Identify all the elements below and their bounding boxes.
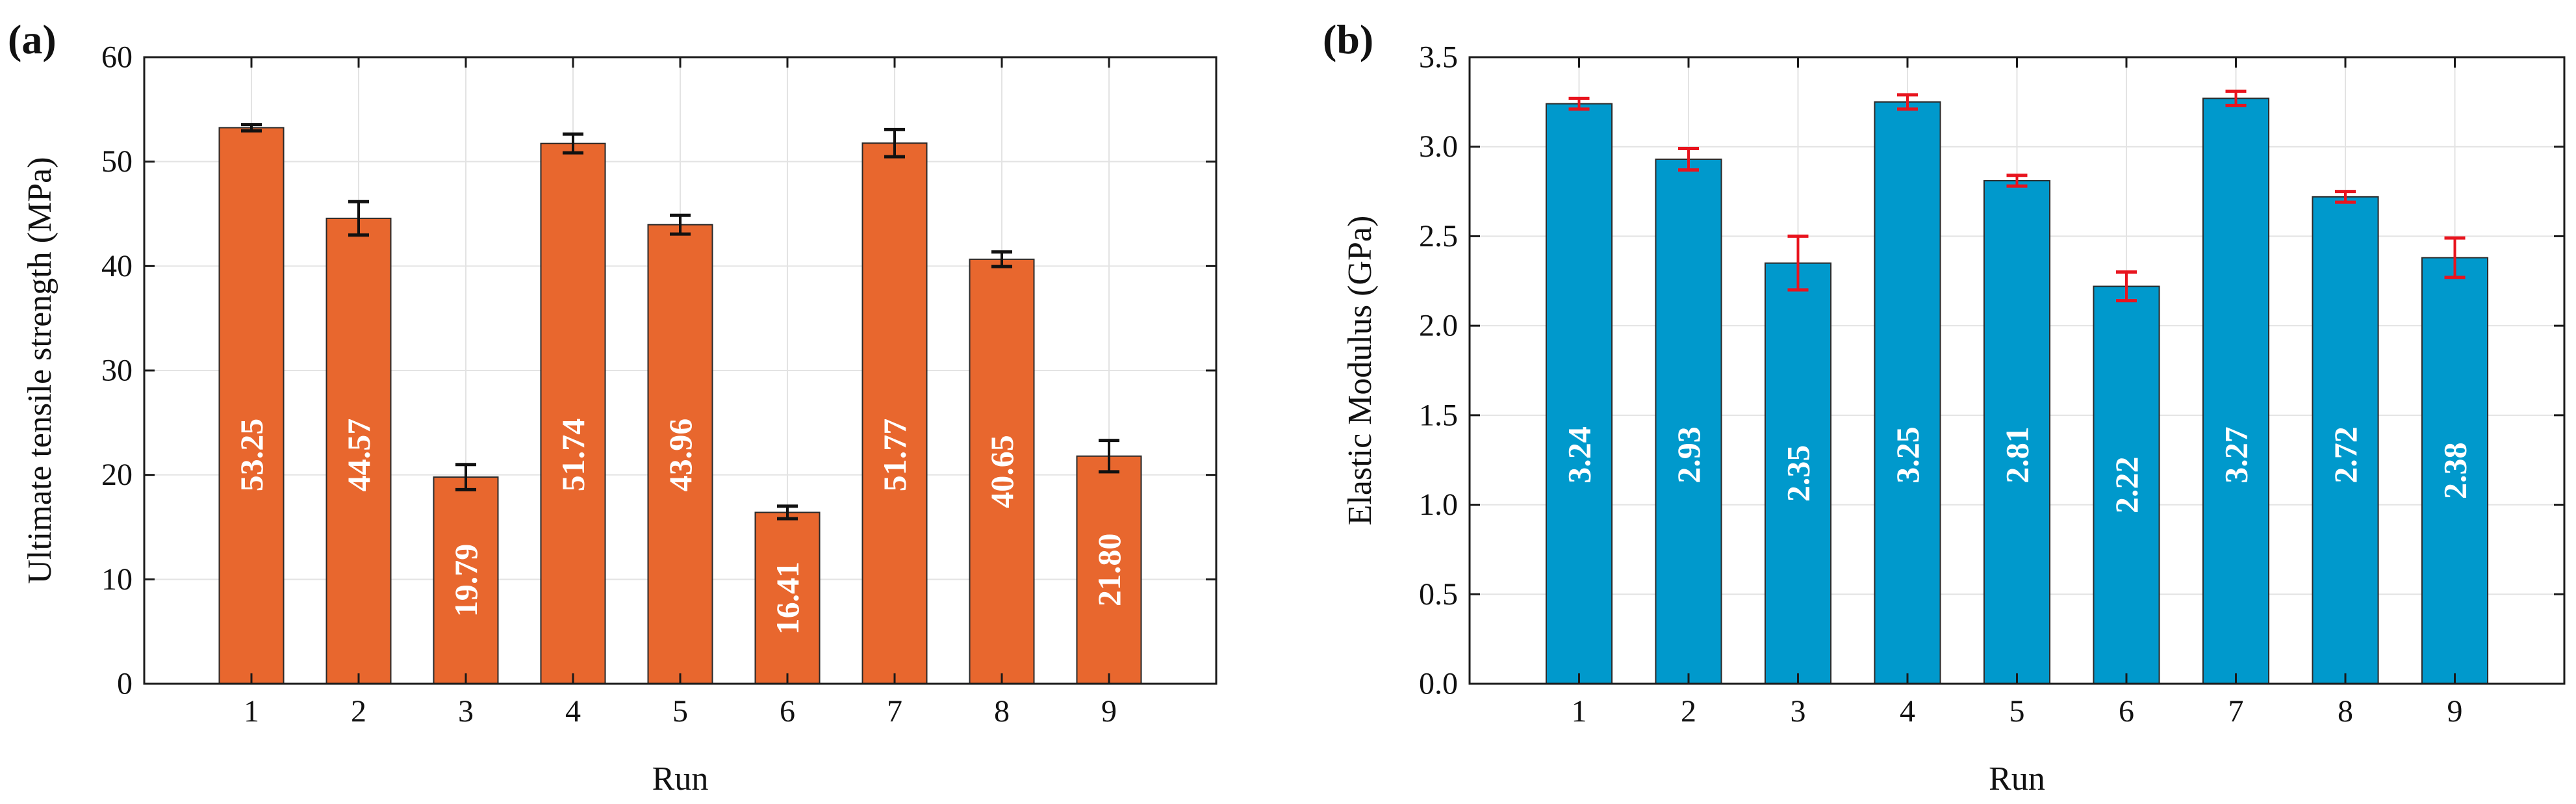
- panel-b: 3.24 2.93 2.35 3.25 2.81 2.22 3.27 2.72 2.38 0.0 0…: [1323, 16, 2566, 798]
- bar: [2202, 97, 2270, 684]
- x-tick-label: 8: [994, 694, 1010, 729]
- bar: [647, 224, 713, 684]
- bar: [1545, 103, 1613, 684]
- y-tick-label: 20: [101, 458, 133, 492]
- data-label: 2.81: [1999, 426, 2035, 484]
- y-axis-label: Elastic Modulus (GPa): [1342, 216, 1379, 526]
- data-label: 16.41: [769, 562, 806, 635]
- x-tick-label: 2: [1681, 694, 1696, 729]
- y-tick-label: 3.5: [1419, 40, 1458, 75]
- y-tick-label: 40: [101, 249, 133, 283]
- bar: [325, 217, 392, 684]
- x-tick-label: 8: [2338, 694, 2353, 729]
- bar: [218, 127, 285, 684]
- y-axis-label: Ultimate tensile strength (MPa): [21, 157, 58, 584]
- x-tick-label: 6: [2119, 694, 2134, 729]
- y-tick-label: 0.5: [1419, 577, 1458, 612]
- bar: [861, 142, 928, 685]
- y-tick-label: 10: [101, 562, 133, 597]
- x-axis-label: Run: [1989, 760, 2045, 798]
- y-tick-label: 30: [101, 354, 133, 388]
- bar: [1874, 101, 1941, 685]
- data-label: 3.27: [2218, 426, 2254, 484]
- data-label: 2.22: [2108, 457, 2145, 514]
- bar: [2093, 285, 2160, 684]
- data-label: 53.25: [233, 419, 270, 492]
- x-tick-label: 7: [2228, 694, 2244, 729]
- x-tick-label: 4: [1900, 694, 1915, 729]
- x-tick-label: 5: [2009, 694, 2025, 729]
- x-tick-label: 9: [1101, 694, 1117, 729]
- bar: [540, 142, 606, 684]
- x-axis-label: Run: [652, 760, 709, 798]
- y-tick-label: 2.5: [1419, 219, 1458, 253]
- bar: [1076, 455, 1142, 684]
- bar: [1655, 158, 1722, 685]
- x-tick-label: 7: [887, 694, 902, 729]
- x-tick-label: 3: [458, 694, 474, 729]
- data-label: 43.96: [662, 419, 698, 492]
- x-tick-label: 5: [672, 694, 688, 729]
- data-label: 2.35: [1780, 445, 1817, 502]
- data-label: 2.38: [2437, 442, 2473, 499]
- x-tick-label: 1: [244, 694, 259, 729]
- y-tick-label: 3.0: [1419, 129, 1458, 164]
- y-tick-label: 1.5: [1419, 398, 1458, 432]
- x-tick-label: 1: [1572, 694, 1587, 729]
- data-label: 3.24: [1561, 426, 1598, 484]
- bar: [433, 476, 499, 684]
- data-label: 19.79: [448, 544, 484, 617]
- panel-a: 53.25 44.57 19.79 51.74 43.96 16.41 51.77 40.65…: [8, 16, 1218, 798]
- y-tick-label: 2.0: [1419, 309, 1458, 343]
- data-label: 3.25: [1889, 426, 1926, 484]
- panel-label: (b): [1323, 16, 1373, 62]
- x-tick-label: 4: [565, 694, 581, 729]
- data-label: 40.65: [984, 435, 1020, 508]
- x-tick-label: 9: [2447, 694, 2463, 729]
- data-label: 2.72: [2327, 426, 2364, 484]
- bar: [2421, 257, 2489, 685]
- y-tick-label: 0: [117, 667, 133, 701]
- panel-label: (a): [8, 16, 57, 62]
- bar: [969, 258, 1035, 684]
- data-label: 2.93: [1670, 426, 1707, 484]
- bar: [754, 512, 821, 684]
- data-label: 51.77: [876, 419, 913, 492]
- data-label: 44.57: [340, 419, 377, 492]
- x-tick-label: 2: [351, 694, 366, 729]
- y-tick-label: 60: [101, 40, 133, 75]
- y-tick-label: 0.0: [1419, 667, 1458, 701]
- data-label: 51.74: [555, 419, 591, 492]
- data-label: 21.80: [1091, 534, 1127, 607]
- y-tick-label: 1.0: [1419, 487, 1458, 522]
- x-tick-label: 3: [1791, 694, 1806, 729]
- y-tick-label: 50: [101, 144, 133, 179]
- x-tick-label: 6: [780, 694, 795, 729]
